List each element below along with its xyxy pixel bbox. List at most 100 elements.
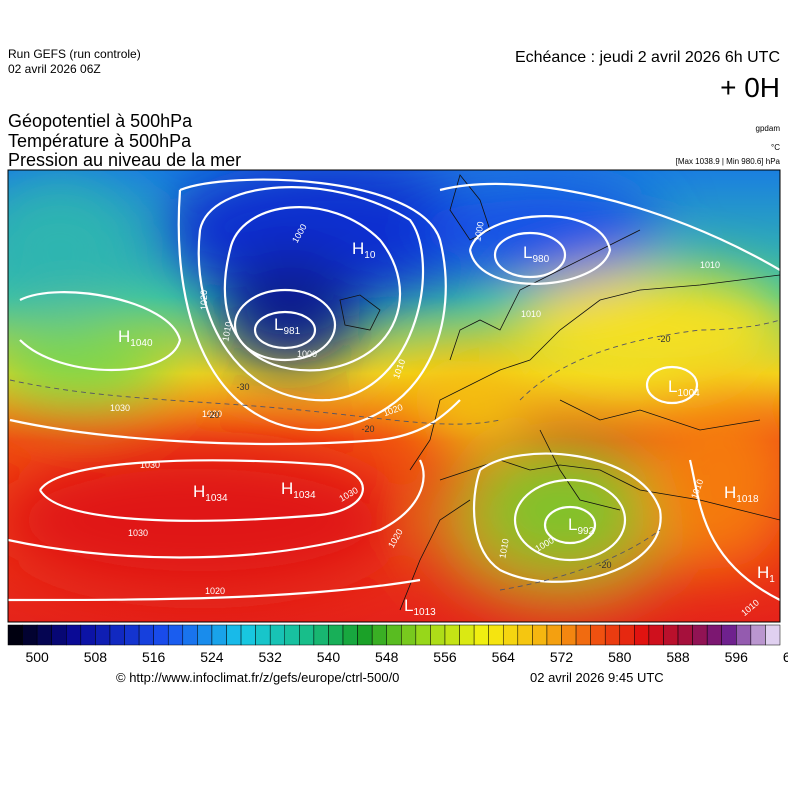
- colorbar-tick-label: 572: [550, 649, 574, 665]
- center-letter: H: [281, 479, 293, 498]
- isobar-label: 1020: [202, 409, 222, 419]
- center-value: 1034: [293, 490, 316, 501]
- colorbar-swatch: [590, 624, 606, 646]
- colorbar-swatch: [80, 624, 96, 646]
- colorbar-swatch: [706, 624, 722, 646]
- colorbar-swatch: [167, 624, 184, 646]
- center-letter: H: [193, 482, 205, 501]
- colorbar-swatch: [269, 624, 286, 646]
- center-value: 992: [577, 526, 594, 537]
- colorbar-swatch: [138, 624, 154, 646]
- pressure-center: L1004: [668, 377, 700, 399]
- colorbar-swatch: [51, 624, 67, 646]
- pressure-center: H10: [352, 239, 376, 261]
- isobar-label: 1030: [110, 403, 130, 413]
- temperature-label: -20: [657, 334, 670, 344]
- colorbar-swatch: [677, 624, 693, 646]
- colorbar-tick-label: 516: [142, 649, 166, 665]
- isobar-label: 1020: [205, 586, 225, 596]
- colorbar-swatch: [604, 624, 621, 646]
- pressure-center: H1: [757, 563, 775, 585]
- colorbar-swatch: [95, 624, 111, 646]
- colorbar: 500 508 516 524 532 540 548 556 564 572 580 588 596 6…: [7, 624, 788, 665]
- colorbar-swatch: [765, 624, 781, 646]
- colorbar-swatch: [663, 624, 679, 646]
- colorbar-swatch: [415, 624, 431, 646]
- isobar-label: 1010: [497, 538, 510, 559]
- center-value: 1018: [736, 494, 759, 505]
- pressure-center: L992: [568, 515, 595, 537]
- center-value: 980: [532, 254, 549, 265]
- colorbar-swatch: [648, 624, 664, 646]
- colorbar-swatch: [401, 624, 417, 646]
- isobar-label: 1010: [700, 260, 720, 270]
- colorbar-tick-label: 532: [259, 649, 283, 665]
- colorbar-swatch: [226, 624, 242, 646]
- temperature-label: -30: [236, 382, 249, 392]
- temperature-label: -20: [598, 560, 611, 570]
- colorbar-swatch: [444, 624, 460, 646]
- center-value: 1013: [413, 607, 436, 618]
- center-letter: L: [274, 315, 283, 334]
- center-letter: H: [352, 239, 364, 258]
- title: Température à 500hPa: [8, 131, 192, 151]
- colorbar-swatch: [284, 624, 300, 646]
- colorbar-tick-label: 524: [200, 649, 224, 665]
- center-letter: H: [118, 327, 130, 346]
- colorbar-swatch: [430, 624, 446, 646]
- colorbar-tick-label: 548: [375, 649, 399, 665]
- temperature-label: -20: [206, 410, 219, 420]
- generated: 02 avril 2026 9:45 UTC: [530, 670, 664, 685]
- pressure-center: H1018: [724, 483, 759, 505]
- colorbar-tick-label: 556: [433, 649, 457, 665]
- center-letter: H: [724, 483, 736, 502]
- center-value: 981: [283, 326, 300, 337]
- isobar-label: 1010: [220, 321, 233, 342]
- center-value: 10: [364, 250, 376, 261]
- isobar-label: 1000: [472, 221, 485, 242]
- colorbar-swatch: [36, 624, 52, 646]
- temperature-label: -20: [361, 424, 374, 434]
- isobar-label: 1030: [128, 528, 148, 538]
- center-letter: L: [404, 596, 413, 615]
- center-letter: L: [568, 515, 577, 534]
- colorbar-swatch: [211, 624, 227, 646]
- colorbar-swatch: [459, 624, 475, 646]
- isobar-label: 1020: [199, 290, 209, 310]
- colorbar-swatch: [546, 624, 562, 646]
- colorbar-swatch: [22, 624, 38, 646]
- colorbar-swatch: [386, 624, 402, 646]
- pressure-center: L1013: [404, 596, 436, 618]
- colorbar-swatch: [721, 624, 737, 646]
- colorbar-swatch: [736, 624, 752, 646]
- colorbar-tick-label: 580: [608, 649, 632, 665]
- center-value: 1034: [205, 493, 228, 504]
- colorbar-swatch: [66, 624, 82, 646]
- colorbar-swatch: [255, 624, 271, 646]
- colorbar-swatch: [197, 624, 213, 646]
- colorbar-swatch: [153, 624, 169, 646]
- colorbar-tick-label: 596: [725, 649, 749, 665]
- colorbar-swatch: [371, 624, 387, 646]
- colorbar-swatch: [328, 624, 344, 646]
- title: Pression au niveau de la mer: [8, 150, 241, 170]
- center-letter: L: [523, 243, 532, 262]
- isobar-label: 1010: [521, 309, 541, 319]
- colorbar-swatch: [575, 624, 591, 646]
- pressure-center: L981: [274, 315, 301, 337]
- unit: °C: [771, 143, 780, 152]
- colorbar-swatch: [240, 624, 256, 646]
- colorbar-swatch: [473, 624, 489, 646]
- isobar-label: 1030: [140, 460, 160, 470]
- pressure-center: H1034: [281, 479, 316, 501]
- center-value: 1004: [677, 388, 700, 399]
- pressure-center: H1040: [118, 327, 153, 349]
- echeance: Echéance : jeudi 2 avril 2026 6h UTC: [515, 49, 780, 66]
- offset: + 0H: [720, 72, 780, 103]
- colorbar-swatch: [532, 624, 548, 646]
- colorbar-tick-label: 588: [666, 649, 690, 665]
- colorbar-swatch: [517, 624, 533, 646]
- colorbar-tick-label: 500: [25, 649, 49, 665]
- colorbar-swatch: [124, 624, 140, 646]
